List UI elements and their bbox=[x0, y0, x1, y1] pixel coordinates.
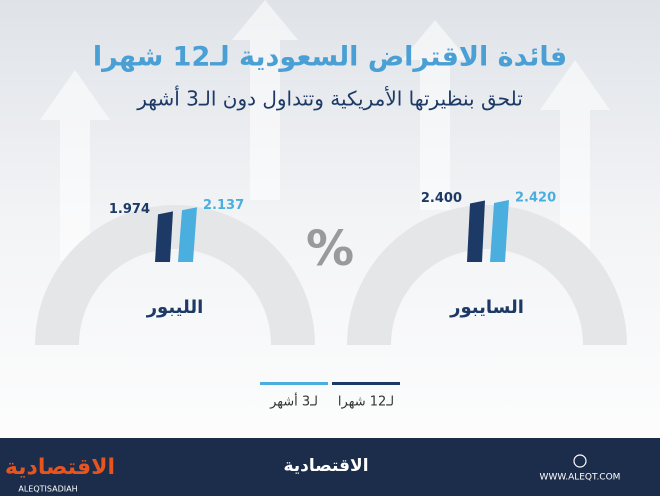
legend-label: لـ12 شهرا bbox=[338, 395, 394, 410]
value-label: 2.420 bbox=[515, 191, 556, 206]
category-label: السايبور bbox=[449, 297, 524, 318]
bar bbox=[178, 207, 197, 262]
legend-swatch bbox=[332, 382, 400, 385]
footer-brand: الاقتصادية bbox=[283, 456, 368, 476]
legend-swatch bbox=[260, 382, 328, 385]
unit-symbol: % bbox=[306, 221, 354, 277]
bar bbox=[155, 211, 173, 262]
value-label: 2.137 bbox=[203, 198, 244, 213]
decor-arrows bbox=[40, 0, 610, 260]
bar bbox=[490, 200, 509, 262]
bar bbox=[467, 200, 485, 262]
title: فائدة الاقتراض السعودية لـ12 شهرا bbox=[93, 42, 567, 73]
footer-logo: الاقتصادية bbox=[5, 455, 115, 480]
web-icon bbox=[573, 454, 587, 468]
subtitle: تلحق بنظيرتها الأمريكية وتتداول دون الـ3… bbox=[136, 86, 523, 111]
category-label: الليبور bbox=[146, 297, 204, 318]
value-label: 1.974 bbox=[109, 202, 150, 217]
gauge-arc bbox=[35, 205, 315, 345]
value-label: 2.400 bbox=[421, 191, 462, 206]
footer-website: WWW.ALEQT.COM bbox=[540, 473, 621, 483]
footer-bar bbox=[0, 438, 660, 496]
footer-handle: ALEQTISADIAH bbox=[18, 485, 77, 494]
legend-label: لـ3 أشهر bbox=[269, 393, 318, 410]
gauge-arc bbox=[347, 205, 627, 345]
